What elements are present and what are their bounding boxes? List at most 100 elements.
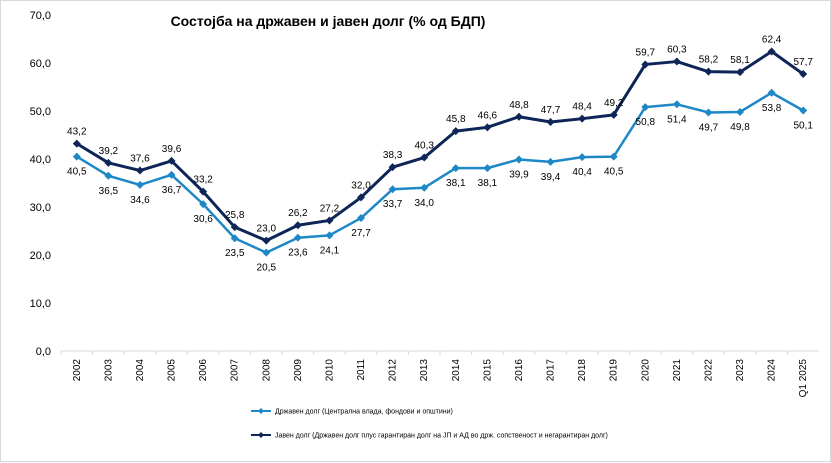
data-point-marker	[262, 236, 271, 245]
x-tick-label: 2010	[324, 359, 335, 382]
data-point-marker	[736, 68, 745, 77]
x-tick-label: 2005	[167, 359, 178, 382]
x-tick-label: 2017	[546, 359, 557, 382]
data-point-marker	[325, 216, 334, 225]
data-label: 48,4	[572, 102, 592, 113]
data-point-marker	[672, 100, 681, 109]
x-tick-label: 2008	[261, 359, 272, 382]
x-tick-label: 2016	[514, 359, 525, 382]
x-tick-label: 2014	[451, 359, 462, 382]
legend-entry-label: Државен долг (Централна влада, фондови и…	[275, 409, 453, 416]
data-point-marker	[230, 223, 239, 232]
x-tick-label: 2009	[293, 359, 304, 382]
data-label: 32,0	[351, 180, 371, 191]
data-point-marker	[641, 103, 650, 112]
data-label: 45,8	[446, 114, 466, 125]
x-tick-label: 2021	[672, 359, 683, 382]
x-tick-label: 2020	[640, 359, 651, 382]
data-point-marker	[199, 187, 208, 196]
data-point-marker	[451, 127, 460, 136]
x-tick-label: 2002	[72, 359, 83, 382]
data-point-marker	[514, 155, 523, 164]
data-point-marker	[578, 114, 587, 123]
data-point-marker	[72, 139, 81, 148]
data-label: 58,2	[699, 55, 719, 66]
y-tick-label: 20,0	[30, 250, 51, 262]
data-point-marker	[767, 88, 776, 97]
data-label: 27,2	[320, 203, 340, 214]
legend-swatch-marker	[258, 408, 264, 414]
data-point-marker	[167, 156, 176, 165]
data-label: 51,4	[667, 114, 687, 125]
y-tick-label: 10,0	[30, 298, 51, 310]
chart-title: Состојба на државен и јавен долг (% од Б…	[171, 13, 486, 29]
data-label: 38,3	[383, 150, 403, 161]
data-point-marker	[546, 118, 555, 127]
data-label: 53,8	[762, 103, 782, 114]
data-label: 40,5	[604, 167, 624, 178]
data-label: 37,6	[130, 154, 150, 165]
x-tick-label: 2004	[135, 359, 146, 382]
data-label: 59,7	[636, 47, 656, 58]
x-tick-label: 2023	[735, 359, 746, 382]
x-tick-label: 2015	[482, 359, 493, 382]
x-tick-label: 2003	[103, 359, 114, 382]
data-label: 39,2	[99, 146, 119, 157]
data-label: 60,3	[667, 45, 687, 56]
data-label: 23,6	[288, 248, 308, 259]
series-layer	[72, 47, 808, 257]
data-label: 50,1	[793, 121, 813, 132]
data-label: 24,1	[320, 245, 340, 256]
data-label: 48,8	[509, 100, 529, 111]
data-point-marker	[609, 110, 618, 119]
data-point-marker	[609, 152, 618, 161]
data-label: 38,1	[446, 178, 466, 189]
data-label: 57,7	[793, 57, 813, 68]
data-point-marker	[388, 185, 397, 194]
legend-entry-label: Јавен долг (Државен долг плус гарантиран…	[275, 433, 608, 440]
data-label: 34,0	[414, 198, 434, 209]
data-point-marker	[483, 123, 492, 132]
series-line-2	[76, 49, 805, 243]
data-label: 43,2	[67, 127, 87, 138]
data-labels: 40,5 36,5 34,6 36,7 30,6 23,5 20,5 23,6 24,1 27,7…	[67, 34, 813, 273]
data-label: 40,3	[414, 141, 434, 152]
data-label: 39,4	[541, 172, 561, 183]
data-point-marker	[357, 214, 366, 223]
data-point-marker	[199, 200, 208, 209]
data-label: 62,4	[762, 34, 782, 45]
data-point-marker	[672, 57, 681, 66]
data-label: 49,8	[730, 122, 750, 133]
data-point-marker	[388, 163, 397, 172]
data-label: 39,9	[509, 169, 529, 180]
data-label: 39,6	[162, 144, 182, 155]
y-axis-ticks: 0,0 10,0 20,0 30,0 40,0 50,0 60,0 70,0	[30, 10, 51, 358]
data-point-marker	[514, 112, 523, 121]
data-label: 26,2	[288, 208, 308, 219]
data-label: 36,5	[99, 186, 119, 197]
data-label: 25,8	[225, 210, 245, 221]
data-label: 23,0	[257, 224, 277, 235]
data-point-marker	[451, 164, 460, 173]
data-label: 46,6	[478, 110, 498, 121]
data-label: 34,6	[130, 195, 150, 206]
data-point-marker	[799, 106, 808, 115]
legend-swatch-marker	[258, 432, 264, 438]
data-point-marker	[104, 171, 113, 180]
data-label: 50,8	[636, 117, 656, 128]
data-point-marker	[736, 107, 745, 116]
x-tick-label: 2019	[609, 359, 620, 382]
data-point-marker	[704, 108, 713, 117]
data-point-marker	[135, 180, 144, 189]
y-tick-label: 70,0	[30, 10, 51, 22]
data-label: 49,2	[604, 98, 624, 109]
x-tick-label: 2007	[230, 359, 241, 382]
data-point-marker	[167, 170, 176, 179]
data-label: 33,7	[383, 199, 403, 210]
data-label: 49,7	[699, 122, 719, 133]
legend: Државен долг (Централна влада, фондови и…	[251, 408, 608, 440]
data-label: 47,7	[541, 105, 561, 116]
series-line-1	[76, 91, 804, 254]
data-point-marker	[135, 166, 144, 175]
y-tick-label: 60,0	[30, 58, 51, 70]
